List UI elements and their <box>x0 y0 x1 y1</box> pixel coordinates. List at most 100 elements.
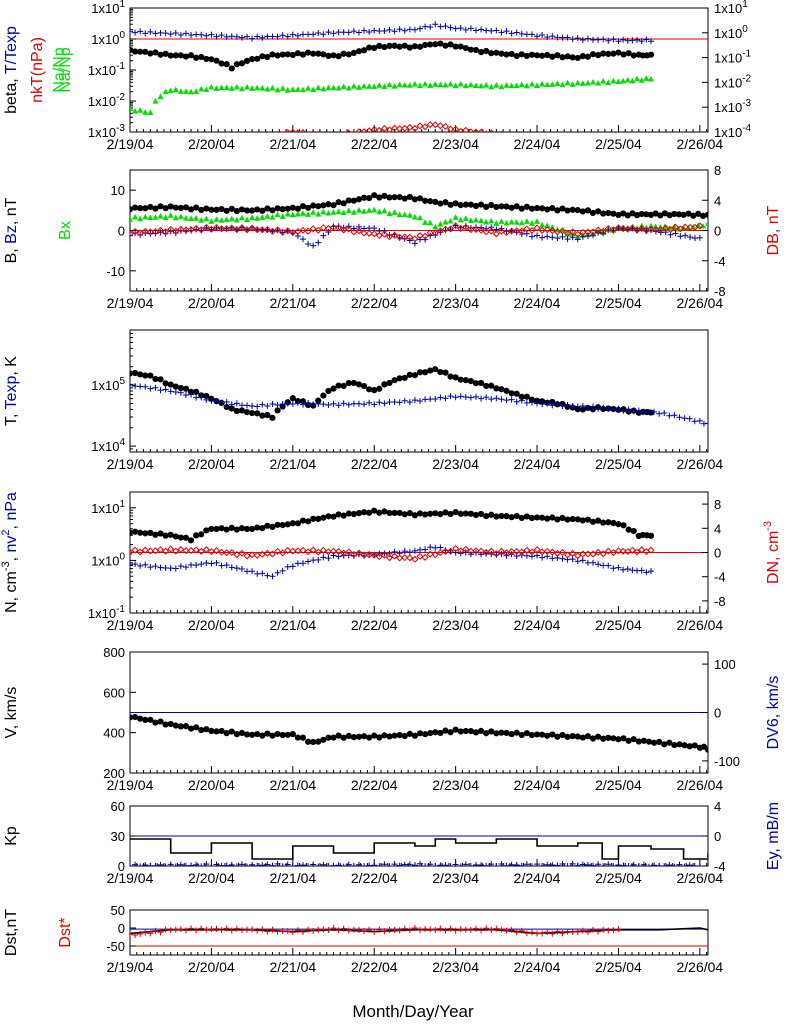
data-point <box>345 927 352 934</box>
data-point <box>615 564 622 571</box>
y-tick-label: 0 <box>118 224 125 239</box>
x-tick-label: 2/24/04 <box>514 295 561 311</box>
data-point <box>595 36 602 43</box>
data-point <box>172 547 180 555</box>
data-point <box>355 927 362 934</box>
data-point <box>488 927 495 934</box>
data-point <box>681 742 688 749</box>
data-point <box>463 811 469 817</box>
data-point <box>294 399 301 406</box>
data-point <box>208 31 215 38</box>
x-tick-label: 2/20/04 <box>188 136 235 152</box>
data-point <box>493 385 500 392</box>
data-point <box>299 560 306 567</box>
data-point <box>518 862 525 866</box>
data-point <box>447 393 454 400</box>
data-point <box>472 547 480 555</box>
data-point <box>610 810 616 816</box>
data-point <box>381 861 388 866</box>
y-axis-label-tertiary: Na/Np <box>51 47 68 92</box>
data-point <box>320 514 327 521</box>
data-point <box>705 220 708 226</box>
data-point <box>325 927 332 934</box>
data-point <box>396 399 403 406</box>
data-point <box>177 546 185 554</box>
data-point <box>234 143 240 149</box>
data-point <box>366 862 373 866</box>
data-point <box>304 738 312 745</box>
x-tick-label: 2/21/04 <box>269 456 316 472</box>
data-point <box>401 195 408 202</box>
data-point <box>615 38 622 45</box>
data-point <box>467 25 474 32</box>
data-point <box>381 207 388 214</box>
data-point <box>595 810 601 816</box>
data-point <box>600 735 607 742</box>
data-point <box>152 862 159 866</box>
y2-tick-label: 4 <box>714 521 721 536</box>
data-point <box>340 209 347 216</box>
data-point <box>584 207 592 214</box>
data-point <box>564 53 571 60</box>
data-point <box>350 734 357 741</box>
data-point <box>228 401 235 408</box>
data-point <box>315 203 322 210</box>
data-point <box>657 212 664 219</box>
data-point <box>279 731 286 739</box>
x-tick-label: 2/26/04 <box>676 617 723 633</box>
series-t <box>130 366 655 421</box>
data-point <box>528 548 536 556</box>
data-point <box>569 206 576 213</box>
y-axis-label: V, km/s <box>3 687 20 739</box>
data-point <box>468 813 474 819</box>
x-tick-label: 2/25/04 <box>595 617 642 633</box>
data-point <box>299 401 306 408</box>
data-point <box>416 195 424 202</box>
data-point <box>584 228 592 236</box>
data-point <box>407 809 413 815</box>
data-point <box>305 926 312 933</box>
data-point <box>478 26 485 33</box>
data-point <box>508 204 515 211</box>
panel-data <box>130 925 708 938</box>
x-tick-label: 2/19/04 <box>107 959 154 975</box>
data-point <box>335 382 342 389</box>
data-point <box>590 559 597 566</box>
data-point <box>513 861 520 866</box>
data-point <box>152 531 159 538</box>
x-tick-label: 2/23/04 <box>432 617 479 633</box>
data-point <box>142 372 149 379</box>
data-point <box>579 517 586 524</box>
data-point <box>589 51 597 58</box>
data-point <box>417 860 424 866</box>
x-tick-label: 2/20/04 <box>188 959 235 975</box>
data-point <box>539 811 545 817</box>
data-point <box>132 383 139 390</box>
data-point <box>673 863 675 866</box>
data-point <box>391 231 399 239</box>
data-point <box>630 861 637 866</box>
data-point <box>249 807 255 813</box>
data-point <box>299 734 307 741</box>
data-point <box>672 230 679 237</box>
data-point <box>299 929 306 936</box>
data-point <box>203 396 210 403</box>
data-point <box>295 129 301 132</box>
data-point <box>167 381 174 388</box>
data-point <box>397 810 403 816</box>
y2-tick-label: -4 <box>714 570 726 585</box>
data-point <box>310 515 317 522</box>
data-point <box>528 514 536 522</box>
data-point <box>353 863 355 866</box>
data-point <box>600 230 607 237</box>
data-point <box>289 862 296 866</box>
data-point <box>142 530 149 537</box>
y-tick-label: -50 <box>106 939 125 954</box>
data-point <box>284 928 291 935</box>
data-point <box>304 548 312 556</box>
data-point <box>341 133 347 139</box>
data-point <box>213 216 220 222</box>
data-point <box>325 387 332 395</box>
x-tick-label: 2/20/04 <box>188 870 235 886</box>
data-point <box>462 201 469 208</box>
